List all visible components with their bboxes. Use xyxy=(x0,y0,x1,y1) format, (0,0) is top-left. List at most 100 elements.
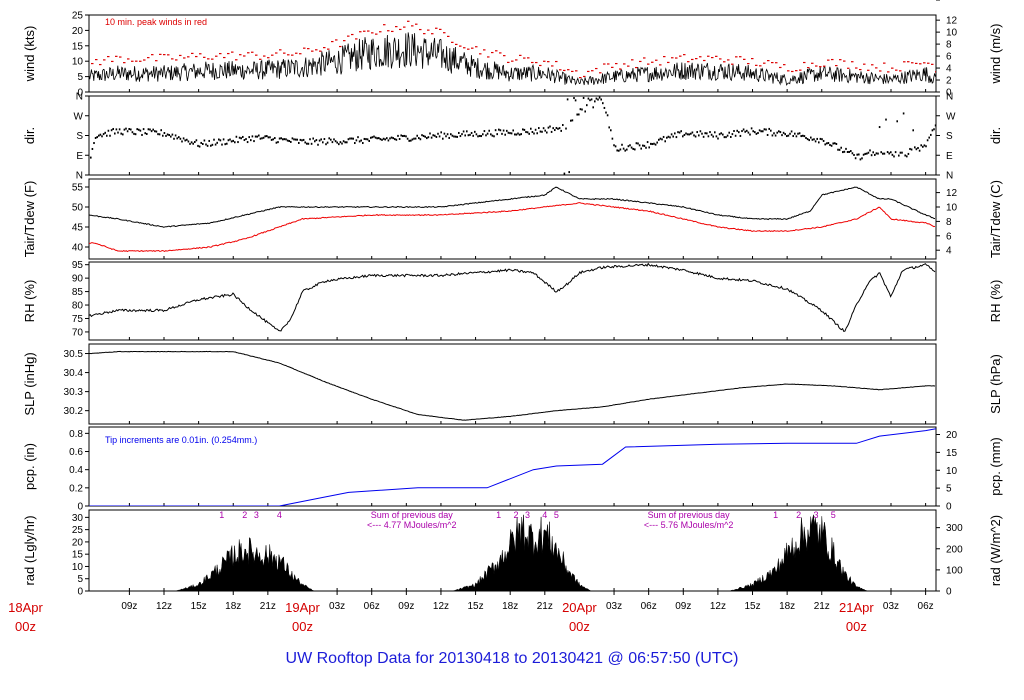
peak-wind-mark xyxy=(251,51,254,53)
dir-point xyxy=(608,126,610,129)
dir-frame xyxy=(88,95,937,176)
dir-point xyxy=(736,129,738,132)
peak-wind-mark xyxy=(331,40,334,43)
peak-wind-mark xyxy=(839,59,842,61)
dir-point xyxy=(240,137,242,140)
peak-wind-mark xyxy=(547,61,550,63)
dir-point xyxy=(170,135,172,138)
dir-point xyxy=(880,151,882,154)
dir-point xyxy=(493,135,495,138)
dir-point xyxy=(914,146,916,149)
pcp-ylabel-right: pcp. (mm) xyxy=(988,437,1003,496)
peak-wind-mark xyxy=(507,61,510,64)
dir-point xyxy=(288,140,290,143)
peak-wind-mark xyxy=(439,28,442,31)
dir-point xyxy=(181,140,183,143)
time-axis-label: 03z xyxy=(883,601,899,612)
dir-point xyxy=(490,133,492,136)
peak-wind-mark xyxy=(347,35,350,37)
dir-point xyxy=(840,146,842,149)
dir-point xyxy=(814,140,817,143)
pcp-frame xyxy=(88,426,937,507)
dir-point xyxy=(565,127,567,130)
dir-point xyxy=(150,130,153,133)
rh-right-tick-label: 70 xyxy=(946,0,958,3)
dir-point xyxy=(469,133,471,136)
peak-wind-mark xyxy=(583,75,586,78)
dir-point xyxy=(195,139,198,142)
dir-point xyxy=(518,133,521,136)
dir-point xyxy=(560,129,562,132)
dir-point xyxy=(869,149,871,152)
dir-point xyxy=(338,143,340,146)
dir-point xyxy=(190,141,193,144)
peak-wind-mark xyxy=(735,56,738,58)
peak-wind-mark xyxy=(687,61,690,63)
precip-line xyxy=(89,428,936,506)
peak-wind-mark xyxy=(619,68,622,70)
dir-point xyxy=(640,147,642,150)
dir-point xyxy=(685,132,687,135)
dir-point xyxy=(598,96,601,99)
dir-point xyxy=(528,132,530,135)
temp-ylabel: Tair/Tdew (F) xyxy=(22,181,37,258)
slp-frame xyxy=(88,343,937,425)
dir-point xyxy=(899,151,902,154)
dir-point xyxy=(749,133,751,136)
dir-point xyxy=(824,143,826,146)
dir-point xyxy=(590,98,593,101)
peak-wind-mark xyxy=(783,64,786,66)
dir-point xyxy=(366,138,369,141)
rh-right-tick-label: 85 xyxy=(946,0,958,3)
slp-series-slp xyxy=(89,350,936,421)
peak-wind-mark xyxy=(879,70,882,72)
peak-wind-mark xyxy=(663,55,666,58)
dir-point xyxy=(792,135,794,138)
time-axis-label: 12z xyxy=(156,601,172,612)
dir-point xyxy=(742,128,745,131)
wind-right-tick-label: 6 xyxy=(946,52,952,63)
peak-wind-mark xyxy=(739,56,742,58)
peak-wind-mark xyxy=(427,29,430,31)
dir-point xyxy=(152,128,154,131)
slp-plot xyxy=(89,350,936,421)
time-axis-label: 21z xyxy=(260,601,276,612)
dir-point xyxy=(573,97,575,100)
dir-point xyxy=(262,136,265,139)
dir-point xyxy=(373,135,375,138)
dir-point xyxy=(362,142,364,145)
dir-point xyxy=(800,135,802,138)
dir-point xyxy=(306,142,308,145)
dir-point xyxy=(174,134,177,137)
dir-point xyxy=(763,128,766,131)
dir-point xyxy=(907,152,910,155)
peak-wind-mark xyxy=(771,61,774,64)
peak-wind-mark xyxy=(211,58,214,60)
dir-point xyxy=(674,132,676,135)
peak-wind-mark xyxy=(863,63,866,65)
dir-point xyxy=(96,136,98,139)
dir-point xyxy=(688,133,690,136)
dir-point xyxy=(509,132,511,135)
rh-left-tick-label: 75 xyxy=(72,314,84,325)
peak-wind-mark xyxy=(611,66,614,68)
peak-wind-mark xyxy=(923,62,926,64)
dir-point xyxy=(475,133,478,136)
dir-point xyxy=(701,132,703,135)
dir-left-tick-label: S xyxy=(76,131,83,142)
dir-point xyxy=(149,128,151,131)
time-axis-label: 12z xyxy=(433,601,449,612)
dir-point xyxy=(355,139,358,142)
dir-point xyxy=(877,152,879,155)
peak-wind-mark xyxy=(559,69,562,71)
peak-wind-mark xyxy=(935,71,936,73)
rad-left-tick-label: 10 xyxy=(72,562,84,573)
peak-wind-mark xyxy=(287,54,290,56)
dir-point xyxy=(563,172,566,175)
dir-point xyxy=(354,142,356,145)
peak-wind-mark xyxy=(151,54,154,56)
dir-point xyxy=(426,137,428,140)
dir-point xyxy=(277,141,279,144)
peak-wind-mark xyxy=(591,70,594,72)
dir-point xyxy=(787,134,790,137)
